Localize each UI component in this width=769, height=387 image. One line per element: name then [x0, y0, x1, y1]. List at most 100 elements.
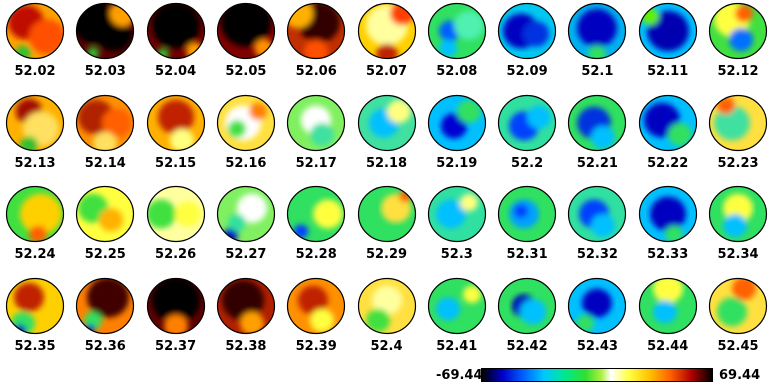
topomap-label: 52.22 — [647, 155, 689, 171]
topomap-head — [357, 94, 416, 151]
topomap-head — [287, 94, 346, 151]
topomap-head — [427, 277, 486, 335]
topomap-label: 52.34 — [717, 247, 759, 263]
topomap-cell: 52.27 — [211, 185, 281, 277]
topomap-head — [357, 277, 416, 335]
topomap-label: 52.25 — [84, 247, 126, 263]
topomap-cell: 52.22 — [633, 94, 703, 186]
topomap-cell: 52.4 — [352, 277, 422, 369]
topomap-label: 52.18 — [365, 155, 408, 171]
topomap-cell: 52.39 — [281, 277, 351, 369]
topomap-cell: 52.08 — [422, 2, 492, 94]
topomap-head — [708, 277, 768, 335]
topomap-head — [287, 2, 346, 60]
topomap-cell: 52.11 — [633, 2, 703, 94]
topomap-label: 52.24 — [14, 247, 56, 263]
colorbar-min-label: -69.44 — [436, 368, 483, 383]
topomap-cell: 52.36 — [70, 277, 140, 369]
topomap-label: 52.38 — [225, 339, 267, 355]
topomap-cell: 52.12 — [703, 2, 769, 94]
topomap-head — [568, 277, 627, 335]
topomap-label: 52.31 — [506, 247, 548, 263]
topomap-label: 52.19 — [436, 155, 478, 171]
topomap-label: 52.03 — [84, 64, 126, 79]
topomap-label: 52.35 — [14, 339, 56, 355]
topomap-head — [146, 94, 205, 151]
topomap-label: 52.39 — [295, 339, 337, 355]
topomap-cell: 52.14 — [70, 94, 140, 186]
topomap-label: 52.32 — [576, 247, 618, 263]
topomap-head — [146, 186, 205, 243]
topomap-label: 52.45 — [717, 339, 759, 355]
topomap-head — [5, 277, 65, 335]
topomap-label: 52.3 — [440, 247, 473, 263]
topomap-cell: 52.21 — [562, 94, 632, 186]
topomap-label: 52.16 — [225, 155, 267, 171]
topomap-head — [76, 277, 135, 335]
topomap-cell: 52.18 — [352, 94, 422, 186]
topomap-head — [497, 277, 557, 335]
topomap-label: 52.23 — [717, 155, 759, 171]
topomap-head — [638, 186, 697, 243]
topomap-head — [497, 186, 557, 243]
topomap-head — [76, 2, 135, 60]
topomap-label: 52.27 — [225, 247, 267, 263]
topomap-head — [638, 94, 697, 151]
topomap-head — [357, 186, 416, 243]
topomap-head — [5, 94, 65, 151]
topomap-cell: 52.32 — [562, 185, 632, 277]
topomap-head — [427, 2, 486, 60]
topomap-label: 52.05 — [225, 64, 267, 79]
topomap-label: 52.33 — [647, 247, 689, 263]
topomap-label: 52.37 — [155, 339, 197, 355]
topomap-cell: 52.24 — [0, 185, 70, 277]
topomap-cell: 52.09 — [492, 2, 562, 94]
topomap-head — [568, 94, 627, 151]
topomap-label: 52.36 — [84, 339, 126, 355]
topomap-cell: 52.44 — [633, 277, 703, 369]
topomap-label: 52.44 — [647, 339, 689, 355]
topomap-cell: 52.23 — [703, 94, 769, 186]
topomap-cell: 52.33 — [633, 185, 703, 277]
topomap-cell: 52.45 — [703, 277, 769, 369]
topomap-label: 52.29 — [365, 247, 408, 263]
topomap-head — [5, 186, 65, 243]
topomap-head — [497, 94, 557, 151]
topomap-cell: 52.03 — [70, 2, 140, 94]
topomap-head — [287, 186, 346, 243]
topomap-cell: 52.38 — [211, 277, 281, 369]
topomap-label: 52.11 — [647, 64, 689, 79]
topomap-label: 52.1 — [581, 64, 614, 79]
topomap-head — [146, 2, 205, 60]
topomap-head — [497, 2, 557, 60]
topomap-head — [427, 94, 486, 151]
topomap-head — [5, 2, 65, 60]
topomap-cell: 52.31 — [492, 185, 562, 277]
topomap-cell: 52.07 — [352, 2, 422, 94]
topomap-cell: 52.02 — [0, 2, 70, 94]
topomap-cell: 52.34 — [703, 185, 769, 277]
topomap-label: 52.26 — [155, 247, 197, 263]
topomap-head — [216, 186, 275, 243]
topomap-cell: 52.26 — [141, 185, 211, 277]
topomap-head — [638, 2, 697, 60]
topomap-head — [216, 277, 275, 335]
colorbar — [481, 368, 713, 382]
topomap-head — [708, 2, 768, 60]
topomap-head — [638, 277, 697, 335]
topomap-label: 52.02 — [14, 64, 56, 79]
topomap-label: 52.17 — [295, 155, 337, 171]
topomap-cell: 52.41 — [422, 277, 492, 369]
topomap-label: 52.4 — [370, 339, 403, 355]
topomap-cell: 52.37 — [141, 277, 211, 369]
topomap-cell: 52.25 — [70, 185, 140, 277]
topomap-label: 52.14 — [84, 155, 126, 171]
topomap-head — [427, 186, 486, 243]
topomap-cell: 52.16 — [211, 94, 281, 186]
topomap-cell: 52.43 — [562, 277, 632, 369]
topomap-head — [216, 94, 275, 151]
topomap-cell: 52.42 — [492, 277, 562, 369]
topomap-cell: 52.1 — [562, 2, 632, 94]
topomap-head — [568, 2, 627, 60]
topomap-label: 52.28 — [295, 247, 337, 263]
